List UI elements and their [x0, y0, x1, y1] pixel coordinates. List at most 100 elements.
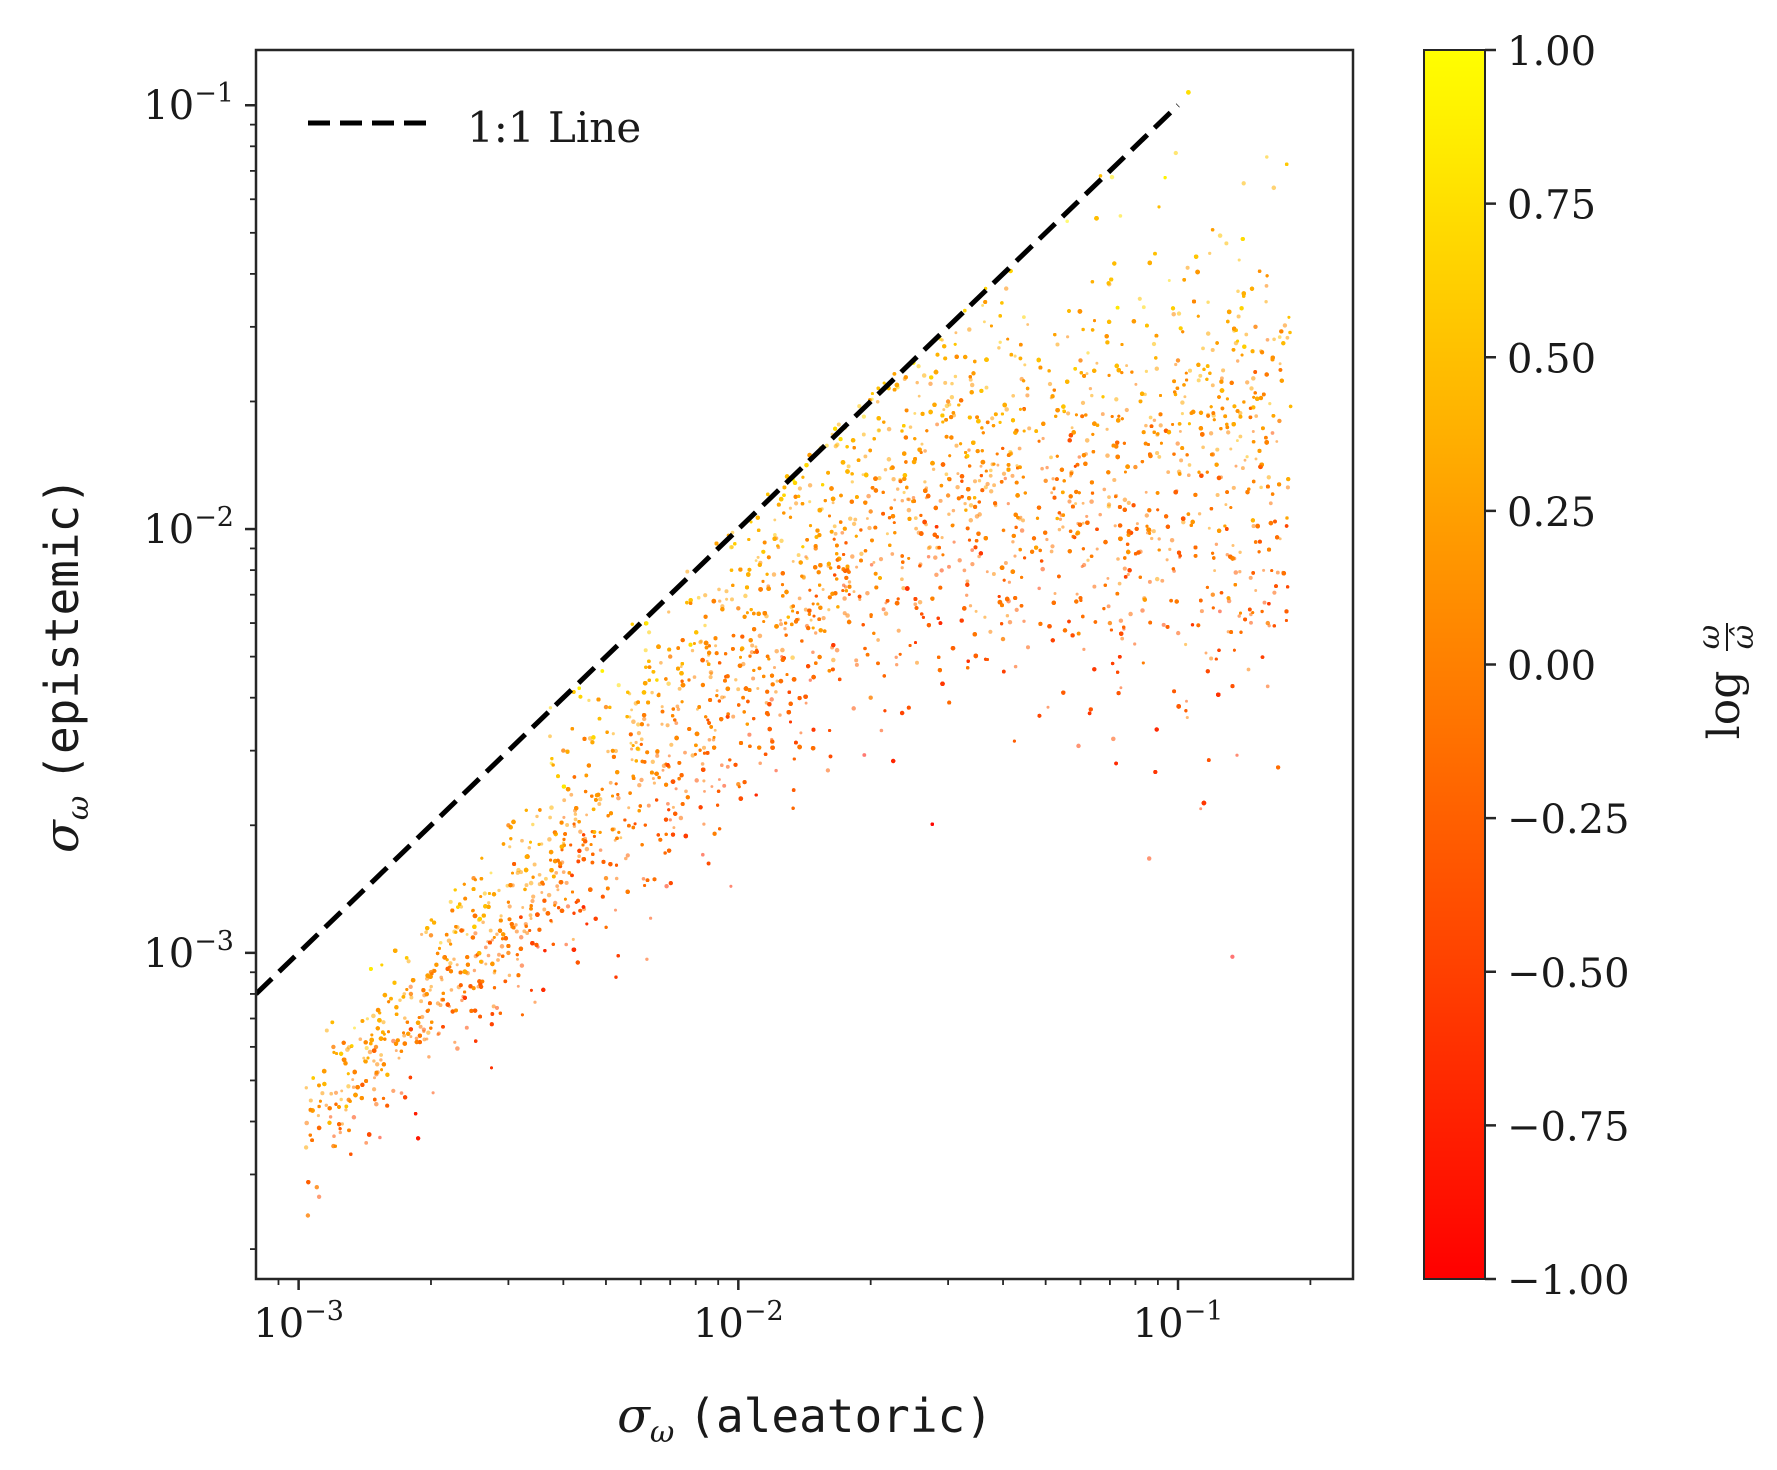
scatter-point — [1124, 407, 1129, 413]
scatter-point — [877, 428, 881, 432]
scatter-point — [896, 628, 901, 633]
scatter-point — [865, 590, 870, 596]
scatter-point — [394, 1049, 398, 1053]
scatter-point — [452, 957, 456, 961]
scatter-point — [690, 753, 695, 758]
scatter-point — [957, 558, 962, 563]
scatter-point — [578, 829, 583, 834]
scatter-point — [1022, 315, 1026, 319]
scatter-point — [1259, 485, 1263, 490]
scatter-point — [852, 590, 856, 594]
scatter-point — [756, 555, 760, 559]
scatter-point — [655, 753, 660, 758]
scatter-point — [1126, 572, 1130, 577]
scatter-point — [1166, 470, 1171, 474]
scatter-point — [1151, 529, 1156, 534]
scatter-point — [518, 935, 524, 940]
scatter-point — [514, 923, 518, 927]
scatter-point — [1184, 642, 1188, 647]
scatter-point — [353, 1026, 356, 1030]
scatter-point — [821, 615, 826, 621]
scatter-point — [886, 426, 892, 432]
scatter-point — [483, 945, 488, 950]
scatter-point — [878, 556, 884, 562]
scatter-point — [749, 650, 754, 655]
scatter-point — [1085, 514, 1089, 518]
scatter-point — [722, 783, 727, 788]
scatter-point — [1168, 547, 1172, 552]
scatter-point — [1268, 501, 1273, 506]
scatter-point — [364, 1141, 369, 1145]
scatter-point — [1181, 520, 1186, 525]
scatter-point — [1282, 323, 1288, 328]
scatter-point — [1144, 369, 1148, 373]
scatter-point — [779, 618, 782, 622]
scatter-point — [1102, 487, 1107, 492]
scatter-point — [771, 572, 777, 577]
scatter-point — [573, 817, 578, 822]
scatter-point — [1150, 536, 1154, 541]
scatter-point — [1176, 311, 1182, 316]
scatter-point — [950, 381, 954, 386]
scatter-point — [952, 540, 956, 544]
scatter-point — [627, 806, 631, 810]
scatter-point — [797, 596, 802, 601]
scatter-point — [985, 570, 989, 574]
scatter-point — [1201, 445, 1205, 450]
scatter-point — [671, 805, 675, 809]
scatter-point — [521, 906, 525, 909]
scatter-point — [548, 815, 552, 820]
scatter-point — [1266, 475, 1271, 480]
scatter-point — [808, 500, 812, 504]
scatter-point — [1027, 426, 1032, 431]
scatter-point — [968, 377, 973, 382]
scatter-point — [720, 604, 725, 609]
scatter-point — [736, 687, 741, 692]
scatter-point — [1147, 579, 1152, 584]
scatter-point — [611, 732, 615, 736]
scatter-point — [1081, 501, 1085, 505]
scatter-point — [799, 731, 803, 735]
scatter-point — [1180, 412, 1184, 416]
scatter-point — [931, 467, 936, 471]
scatter-point — [1045, 465, 1049, 470]
scatter-point — [717, 778, 721, 781]
scatter-point — [1262, 568, 1266, 572]
scatter-point — [939, 568, 944, 573]
scatter-point — [1141, 305, 1146, 310]
scatter-point — [565, 904, 571, 909]
scatter-point — [429, 984, 433, 989]
scatter-point — [807, 483, 813, 488]
scatter-point — [783, 627, 787, 631]
scatter-point — [391, 1038, 396, 1044]
scatter-point — [1111, 736, 1116, 742]
scatter-point — [757, 633, 763, 639]
scatter-point — [540, 891, 544, 894]
scatter-point — [1174, 362, 1178, 367]
scatter-point — [1140, 608, 1145, 613]
scatter-point — [1226, 630, 1230, 634]
scatter-point — [1180, 400, 1185, 405]
scatter-point — [988, 468, 993, 473]
scatter-point — [848, 516, 853, 521]
scatter-point — [549, 805, 554, 810]
scatter-point — [1089, 499, 1094, 504]
scatter-point — [851, 521, 857, 527]
scatter-point — [900, 566, 904, 570]
scatter-point — [979, 464, 983, 468]
scatter-point — [808, 678, 812, 682]
scatter-point — [943, 380, 948, 385]
scatter-point — [1249, 386, 1254, 391]
scatter-point — [351, 1078, 355, 1082]
scatter-point — [665, 723, 670, 728]
scatter-point — [666, 681, 671, 686]
scatter-point — [1113, 524, 1117, 528]
scatter-point — [585, 813, 589, 817]
scatter-point — [708, 675, 713, 680]
scatter-point — [900, 498, 905, 503]
scatter-point — [1085, 372, 1089, 376]
scatter-point — [1152, 418, 1157, 423]
scatter-point — [756, 686, 760, 691]
scatter-point — [641, 877, 646, 881]
